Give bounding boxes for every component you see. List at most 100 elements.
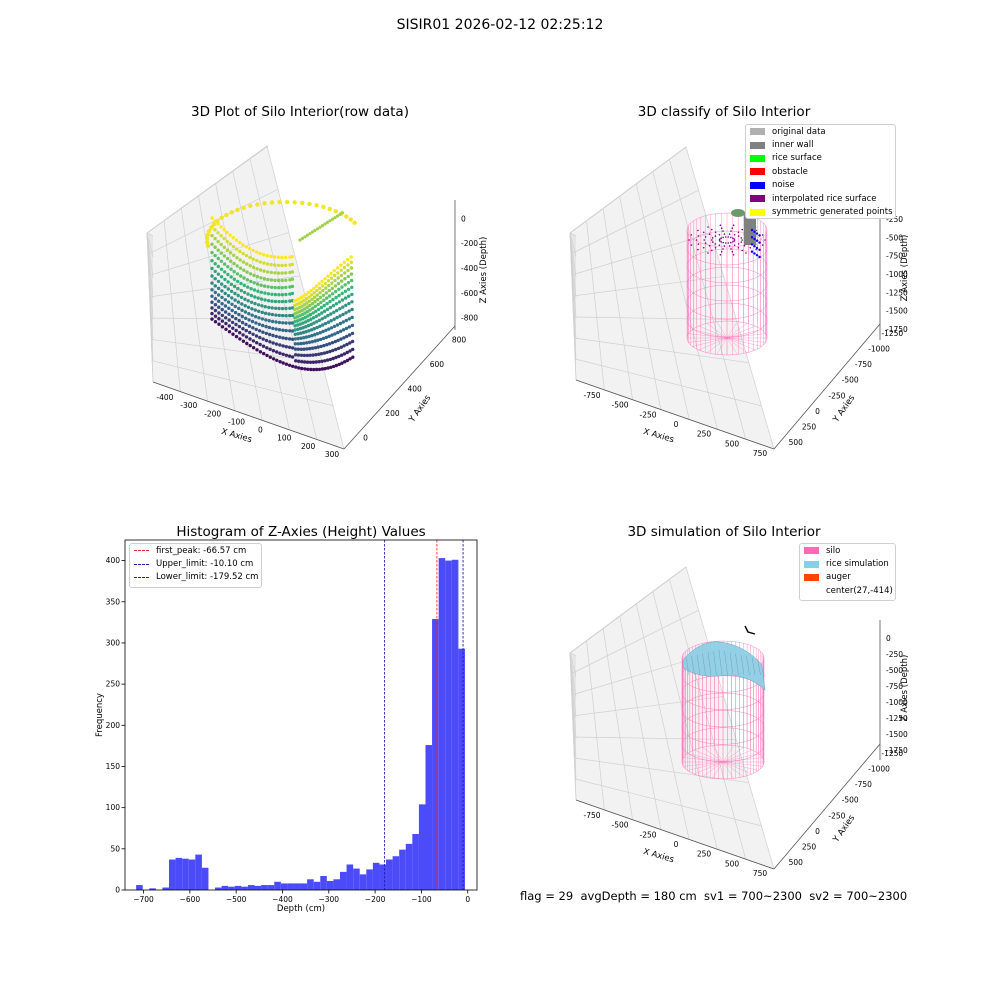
raw-data-point [280, 278, 284, 283]
raw-data-point [256, 303, 261, 307]
x-tick-label: −300 [318, 895, 339, 904]
raw-data-point [309, 317, 313, 321]
raw-data-point [332, 324, 337, 329]
raw-data-point [238, 337, 242, 341]
sim-grid-line [569, 652, 577, 698]
raw-data-point [345, 334, 349, 339]
raw-data-point [242, 276, 246, 280]
raw-data-point [241, 251, 245, 256]
raw-data-point [256, 289, 260, 293]
classify-legend-item: noise [746, 179, 895, 192]
raw-data-point [252, 281, 256, 285]
raw-data-point [271, 326, 275, 331]
raw-data-point [210, 266, 214, 271]
raw-data-point [328, 305, 333, 310]
interpolated-surface-point [732, 224, 735, 226]
rice-surface-cluster [731, 209, 745, 217]
raw-data-point [260, 310, 264, 315]
interpolated-surface-point [740, 241, 743, 243]
raw-data-point [262, 269, 266, 273]
raw-data-point [263, 298, 267, 302]
raw-data-point [326, 320, 331, 324]
raw-data-point [347, 294, 351, 298]
raw-data-point [230, 302, 234, 306]
raw-data-point [284, 306, 288, 311]
sim-grid-line [619, 616, 662, 830]
classify-z-tick-label: -1750 [886, 325, 908, 334]
interpolated-surface-point [730, 236, 732, 239]
raw-data-point [223, 270, 227, 274]
raw-data-point [346, 263, 350, 267]
raw-data-point [236, 286, 240, 291]
raw-data-point [210, 259, 214, 263]
raw-data-point [328, 299, 332, 304]
raw-data-point [328, 357, 333, 362]
classify-grid-line [574, 337, 749, 364]
classify-grid-line [669, 159, 747, 440]
raw-data-point [235, 264, 239, 268]
raw-data-point [337, 362, 341, 367]
raw-data-point [309, 288, 313, 293]
raw-data-point [277, 286, 281, 290]
raw-data-point [222, 236, 226, 241]
raw-data-point [324, 335, 328, 340]
interpolated-surface-point [707, 226, 709, 228]
raw-data-point [210, 317, 214, 321]
raw-data-point [238, 240, 242, 245]
raw-data-point [325, 358, 330, 362]
raw-data-point [284, 321, 288, 325]
raw-data-point [224, 212, 229, 218]
raw-data-point [251, 326, 255, 330]
raw-data-point [277, 299, 281, 304]
raw-data-point [265, 254, 269, 258]
raw-data-point [302, 347, 306, 351]
raw-data-point [260, 304, 264, 308]
sim-x-tick-label: 250 [697, 850, 712, 859]
legend-swatch [134, 576, 149, 578]
sim-x-tick-label: 500 [725, 859, 740, 868]
sim-silo-base-spoke [722, 761, 744, 777]
raw-data-point [312, 367, 316, 372]
interpolated-surface-point [749, 246, 752, 249]
raw-data-point [308, 360, 313, 364]
raw-z-tick-label: 0 [461, 214, 466, 223]
classify-y-tick-label: -1250 [881, 329, 903, 338]
sim-silo-base-spoke [722, 761, 753, 775]
raw-data-point [342, 344, 346, 348]
classify-silo-base-spoke [692, 329, 728, 339]
raw-x-tick-label: -100 [228, 417, 245, 426]
raw-data-point [226, 280, 230, 284]
interpolated-surface-point [741, 228, 743, 231]
raw-data-point [262, 201, 267, 206]
histogram-bar [215, 887, 222, 890]
raw-data-point [273, 278, 277, 283]
raw-data-point [278, 335, 282, 339]
raw-data-point [280, 293, 285, 297]
classify-grid-line [573, 316, 737, 320]
raw-x-tick-label: -200 [204, 409, 221, 418]
raw-data-point [219, 242, 223, 247]
raw-data-point [307, 299, 312, 303]
raw-data-point [274, 320, 278, 324]
raw-data-point [281, 352, 285, 356]
raw-data-point [318, 225, 322, 229]
legend-label: noise [772, 180, 795, 191]
raw-data-point [219, 259, 224, 263]
raw-data-point [338, 212, 342, 216]
histogram-bar [175, 857, 183, 890]
raw-data-point [290, 254, 294, 259]
raw-data-point [216, 272, 221, 276]
raw-data-point [271, 349, 276, 353]
raw-data-point [255, 282, 260, 286]
raw-data-point [336, 271, 340, 275]
raw-data-point [346, 280, 351, 285]
interpolated-surface-point [690, 234, 693, 236]
classify-grid-line [570, 189, 699, 255]
legend-swatch [750, 154, 765, 162]
noise-point [750, 236, 754, 239]
raw-data-point [335, 266, 340, 270]
raw-data-point [255, 202, 260, 207]
interpolated-surface-point [728, 245, 731, 247]
sim-silo-base-spoke [722, 761, 759, 771]
raw-data-point [329, 271, 333, 276]
